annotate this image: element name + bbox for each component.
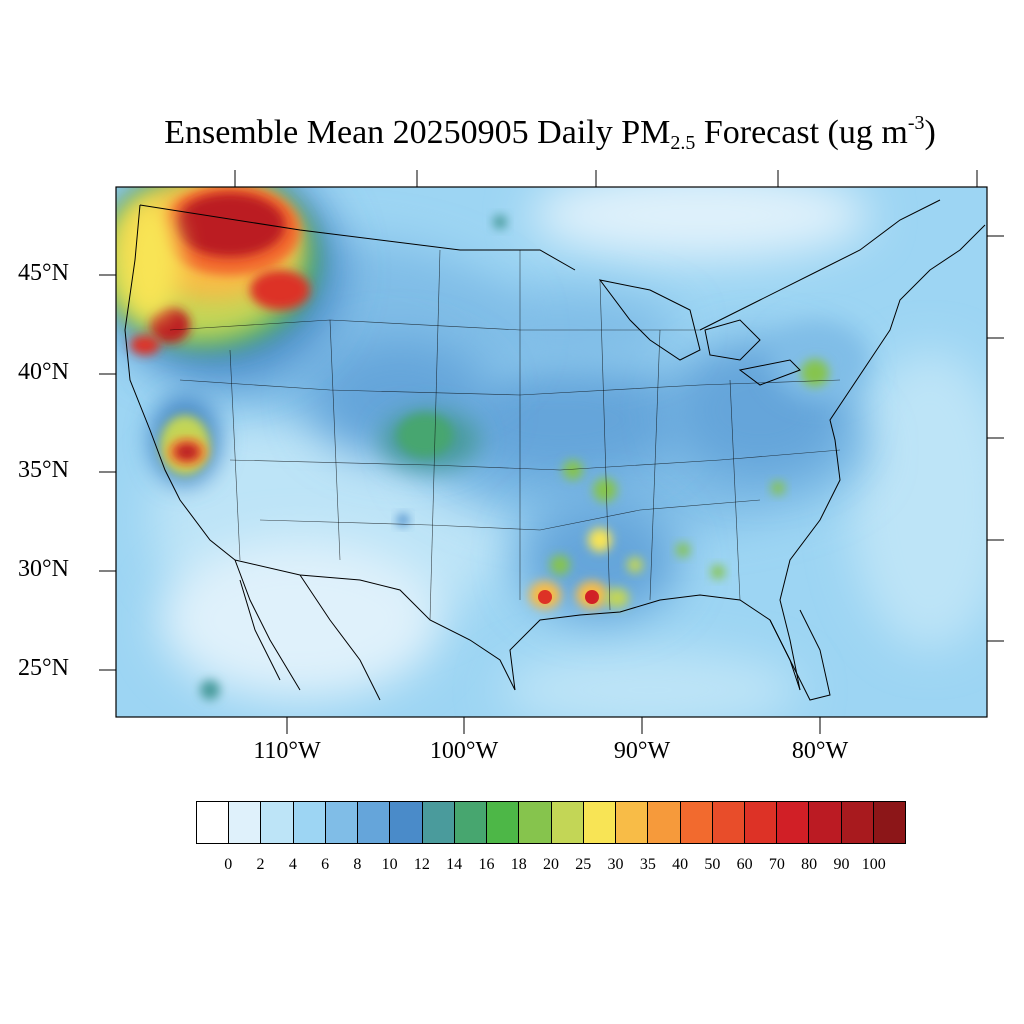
lat-label-40n: 40°N bbox=[18, 359, 69, 385]
colorbar bbox=[196, 801, 906, 844]
colorbar-tick-label: 2 bbox=[256, 856, 265, 873]
colorbar-swatch bbox=[873, 802, 906, 843]
lat-label-25n: 25°N bbox=[18, 655, 69, 681]
concentration-field bbox=[116, 187, 987, 717]
lat-label-30n: 30°N bbox=[18, 556, 69, 582]
colorbar-swatch bbox=[325, 802, 359, 843]
colorbar-tick-label: 80 bbox=[801, 856, 818, 873]
colorbar-swatch bbox=[390, 802, 423, 843]
boundary-lines bbox=[124, 199, 986, 701]
colorbar-swatch bbox=[293, 802, 326, 843]
colorbar-swatch bbox=[519, 802, 552, 843]
colorbar-swatch bbox=[197, 802, 230, 843]
colorbar-swatch bbox=[454, 802, 488, 843]
colorbar-tick-label: 8 bbox=[353, 856, 362, 873]
colorbar-swatch bbox=[712, 802, 745, 843]
colorbar-swatch bbox=[229, 802, 262, 843]
colorbar-tick-label: 16 bbox=[478, 856, 495, 873]
colorbar-swatch bbox=[422, 802, 455, 843]
colorbar-tick-label: 6 bbox=[321, 856, 330, 873]
colorbar-swatch bbox=[616, 802, 649, 843]
colorbar-swatch bbox=[261, 802, 294, 843]
colorbar-tick-label: 12 bbox=[413, 856, 430, 873]
lat-label-45n: 45°N bbox=[18, 260, 69, 286]
map-title: Ensemble Mean 20250905 Daily PM2.5 Forec… bbox=[164, 112, 936, 154]
colorbar-swatch bbox=[487, 802, 520, 843]
colorbar-swatch bbox=[841, 802, 874, 843]
colorbar-tick-label: 10 bbox=[381, 856, 398, 873]
colorbar-tick-label: 50 bbox=[704, 856, 721, 873]
lon-label-110w: 110°W bbox=[253, 738, 321, 764]
colorbar-tick-label: 70 bbox=[768, 856, 785, 873]
colorbar-swatch bbox=[809, 802, 842, 843]
colorbar-tick-label: 14 bbox=[446, 856, 463, 873]
colorbar-swatch bbox=[583, 802, 617, 843]
tick-marks bbox=[99, 170, 1004, 734]
colorbar-swatch bbox=[680, 802, 713, 843]
lon-label-90w: 90°W bbox=[613, 738, 671, 764]
colorbar-tick-label: 4 bbox=[288, 856, 297, 873]
colorbar-tick-label: 90 bbox=[833, 856, 850, 873]
colorbar-tick-label: 20 bbox=[543, 856, 559, 873]
colorbar-swatch bbox=[648, 802, 681, 843]
colorbar-swatch bbox=[358, 802, 391, 843]
colorbar-tick-label: 25 bbox=[575, 856, 592, 873]
colorbar-tick-label: 30 bbox=[607, 856, 624, 873]
colorbar-tick-label: 40 bbox=[672, 856, 689, 873]
colorbar-labels: 0 2 4 6 8 10 12 14 16 18 20 25 30 35 40 50 60 70 80 90 100 bbox=[0, 856, 1024, 880]
map-frame bbox=[115, 186, 988, 718]
colorbar-swatch bbox=[551, 802, 584, 843]
colorbar-tick-label: 35 bbox=[639, 856, 656, 873]
colorbar-swatch bbox=[777, 802, 810, 843]
colorbar-tick-label: 0 bbox=[224, 856, 233, 873]
colorbar-tick-label: 60 bbox=[736, 856, 753, 873]
colorbar-tick-label: 18 bbox=[510, 856, 527, 873]
colorbar-tick-label: 100 bbox=[861, 856, 886, 873]
colorbar-swatch bbox=[744, 802, 778, 843]
lon-label-100w: 100°W bbox=[429, 738, 499, 764]
lon-label-80w: 80°W bbox=[791, 738, 849, 764]
lat-label-35n: 35°N bbox=[18, 457, 69, 483]
state-lines bbox=[169, 249, 841, 621]
